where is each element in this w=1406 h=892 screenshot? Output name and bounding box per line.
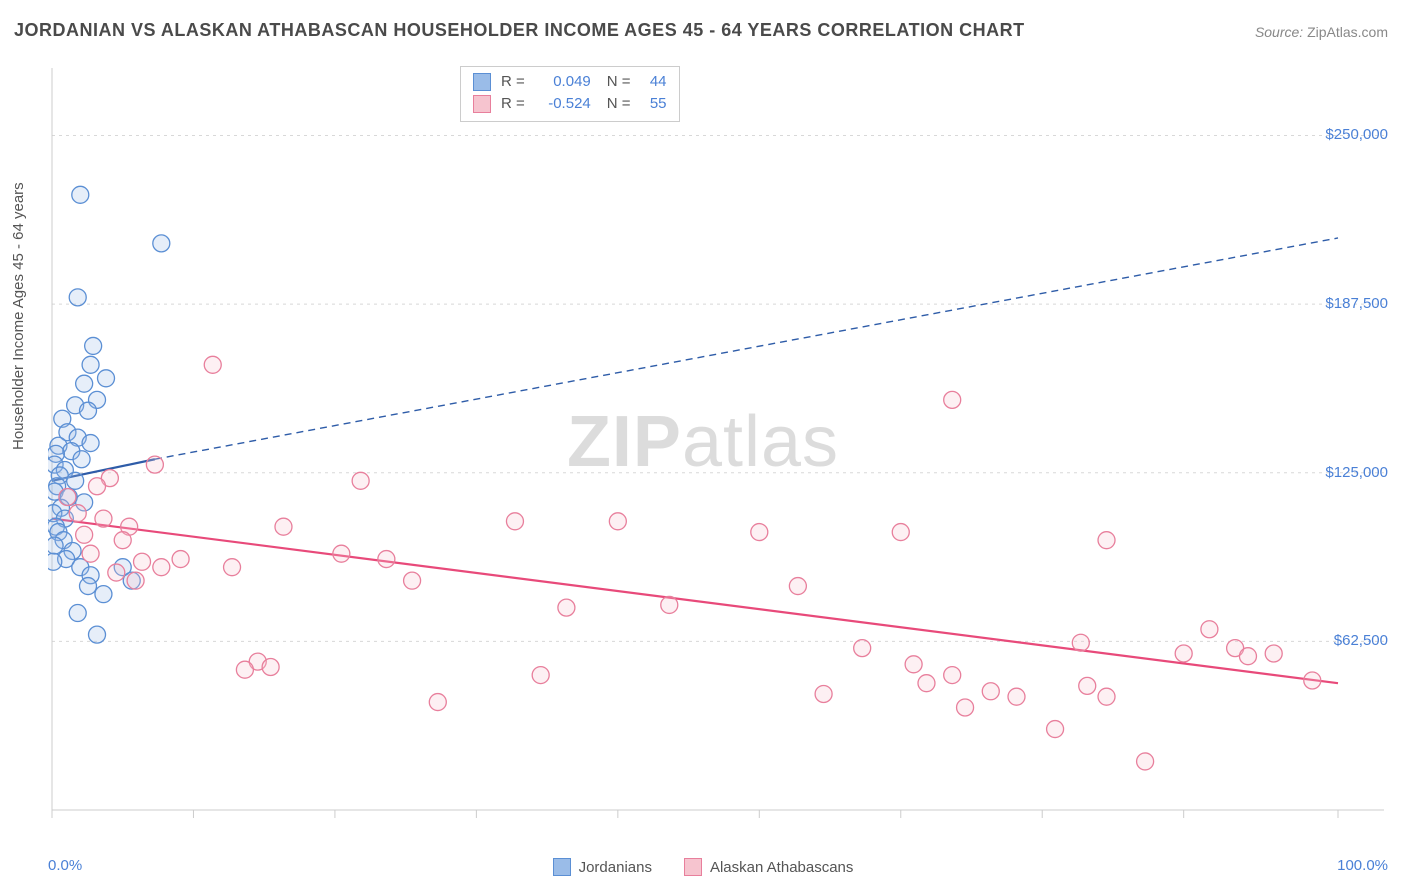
correlation-row-0: R = 0.049 N = 44 bbox=[473, 71, 667, 93]
r-label: R = bbox=[501, 71, 525, 93]
y-tick-label: $187,500 bbox=[1325, 295, 1388, 312]
r-value-0: 0.049 bbox=[535, 71, 591, 93]
legend-label-0: Jordanians bbox=[579, 859, 652, 876]
chart-plot-area bbox=[48, 64, 1388, 844]
swatch-series-0 bbox=[473, 73, 491, 91]
source-link[interactable]: ZipAtlas.com bbox=[1307, 24, 1388, 40]
source-attribution: Source: ZipAtlas.com bbox=[1255, 24, 1388, 40]
legend-swatch-1 bbox=[684, 858, 702, 876]
chart-svg bbox=[48, 64, 1388, 844]
y-tick-label: $62,500 bbox=[1334, 632, 1388, 649]
y-tick-label: $250,000 bbox=[1325, 126, 1388, 143]
y-axis-label: Householder Income Ages 45 - 64 years bbox=[10, 182, 27, 450]
n-label: N = bbox=[607, 93, 631, 115]
legend-swatch-0 bbox=[553, 858, 571, 876]
source-label: Source: bbox=[1255, 24, 1303, 40]
correlation-legend: R = 0.049 N = 44 R = -0.524 N = 55 bbox=[460, 66, 680, 122]
correlation-row-1: R = -0.524 N = 55 bbox=[473, 93, 667, 115]
r-value-1: -0.524 bbox=[535, 93, 591, 115]
series-legend: Jordanians Alaskan Athabascans bbox=[0, 858, 1406, 876]
swatch-series-1 bbox=[473, 95, 491, 113]
chart-title: JORDANIAN VS ALASKAN ATHABASCAN HOUSEHOL… bbox=[14, 20, 1025, 41]
legend-item-0: Jordanians bbox=[553, 858, 652, 876]
n-value-1: 55 bbox=[641, 93, 667, 115]
legend-label-1: Alaskan Athabascans bbox=[710, 859, 853, 876]
legend-item-1: Alaskan Athabascans bbox=[684, 858, 853, 876]
n-label: N = bbox=[607, 71, 631, 93]
y-tick-label: $125,000 bbox=[1325, 464, 1388, 481]
r-label: R = bbox=[501, 93, 525, 115]
n-value-0: 44 bbox=[641, 71, 667, 93]
